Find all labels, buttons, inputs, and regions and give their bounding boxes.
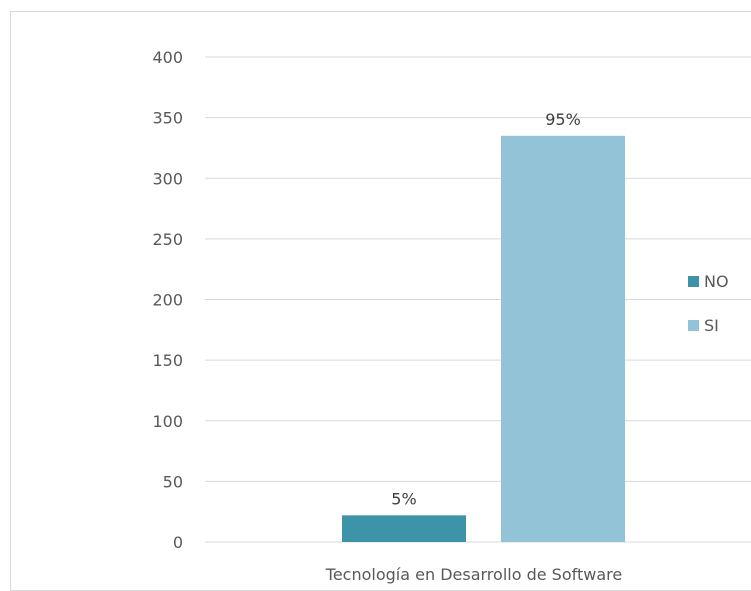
data-labels: 5% 95% — [391, 110, 580, 509]
legend-label-no: NO — [704, 272, 729, 291]
bar-si — [501, 135, 625, 542]
x-axis-category-label: Tecnología en Desarrollo de Software — [325, 565, 622, 584]
data-label-no: 5% — [391, 489, 416, 508]
bars — [342, 135, 625, 542]
bar-no — [342, 515, 466, 542]
y-tick-label: 300 — [152, 169, 183, 188]
gridlines — [205, 56, 751, 543]
y-tick-label: 100 — [152, 412, 183, 431]
y-tick-label: 350 — [152, 109, 183, 128]
y-tick-label: 250 — [152, 230, 183, 249]
y-tick-label: 50 — [163, 472, 183, 491]
y-tick-label: 200 — [152, 291, 183, 310]
y-axis-tick-labels: 0 50 100 150 200 250 300 350 400 — [152, 48, 183, 552]
legend-label-si: SI — [704, 316, 719, 335]
data-label-si: 95% — [545, 110, 581, 129]
y-tick-label: 0 — [173, 533, 183, 552]
y-tick-label: 400 — [152, 48, 183, 67]
legend: NO SI — [688, 272, 729, 335]
legend-swatch-no — [688, 276, 699, 287]
y-tick-label: 150 — [152, 351, 183, 370]
legend-swatch-si — [688, 320, 699, 331]
chart-frame — [10, 11, 751, 591]
